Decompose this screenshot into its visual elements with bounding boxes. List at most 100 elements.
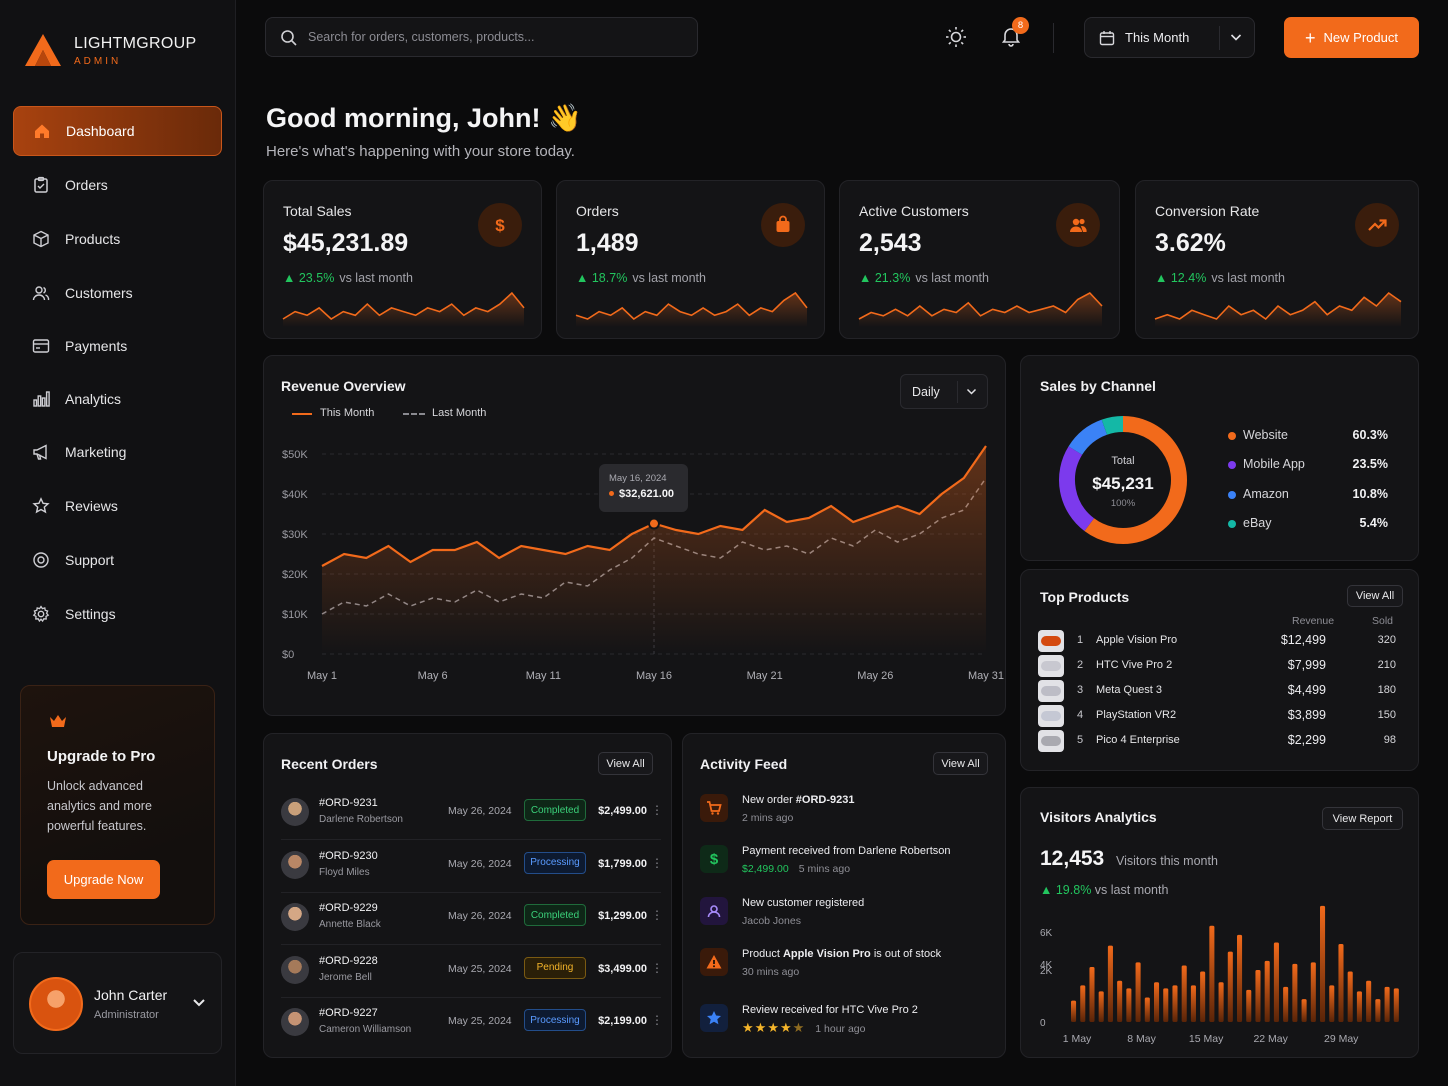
visitor-bar[interactable] — [1320, 905, 1326, 1022]
visitor-bar[interactable] — [1301, 999, 1307, 1022]
sidebar-item-dashboard[interactable]: Dashboard — [13, 106, 222, 156]
visitor-bar[interactable] — [1283, 986, 1289, 1022]
activity-view-all-button[interactable]: View All — [933, 752, 988, 775]
top-products-view-all-button[interactable]: View All — [1347, 585, 1403, 607]
users-icon — [1056, 203, 1100, 247]
visitor-bar[interactable] — [1227, 951, 1233, 1022]
visitor-bar[interactable] — [1218, 982, 1224, 1022]
visitor-bar[interactable] — [1080, 985, 1086, 1022]
visitor-bar[interactable] — [1172, 985, 1178, 1022]
visitor-bar[interactable] — [1200, 971, 1206, 1022]
visitor-bar[interactable] — [1154, 982, 1160, 1022]
sidebar-item-customers[interactable]: Customers — [13, 268, 222, 318]
visitor-bar[interactable] — [1375, 999, 1381, 1022]
sidebar-item-marketing[interactable]: Marketing — [13, 427, 222, 477]
upgrade-title: Upgrade to Pro — [47, 748, 156, 765]
activity-feed-card: Activity Feed View All New order #ORD-92… — [682, 733, 1006, 1058]
sidebar-item-orders[interactable]: Orders — [13, 160, 222, 210]
search-input[interactable]: Search for orders, customers, products..… — [265, 17, 698, 57]
chevron-down-icon[interactable] — [192, 998, 206, 1008]
visitor-bar[interactable] — [1246, 989, 1252, 1022]
sidebar-item-analytics[interactable]: Analytics — [13, 374, 222, 424]
visitor-bar[interactable] — [1181, 965, 1187, 1022]
new-product-button[interactable]: + New Product — [1284, 17, 1419, 58]
visitor-bar[interactable] — [1347, 971, 1353, 1022]
more-vertical-icon[interactable]: ⋮ — [651, 960, 663, 975]
sidebar-item-settings[interactable]: Settings — [13, 589, 222, 639]
visitor-bar[interactable] — [1329, 985, 1335, 1022]
visitor-bar[interactable] — [1273, 942, 1279, 1022]
more-vertical-icon[interactable]: ⋮ — [651, 1013, 663, 1027]
view-report-button[interactable]: View Report — [1322, 807, 1403, 830]
status-badge: Completed — [524, 904, 586, 926]
user-profile[interactable]: John Carter Administrator — [13, 952, 222, 1054]
bar-chart-icon — [32, 390, 50, 408]
notifications-button[interactable]: 8 — [1000, 17, 1029, 49]
visitor-bar[interactable] — [1126, 988, 1132, 1022]
visitor-bar[interactable] — [1163, 988, 1169, 1022]
x-tick-label: May 16 — [636, 670, 672, 682]
visitor-bar[interactable] — [1393, 988, 1399, 1022]
visitor-bar[interactable] — [1089, 966, 1095, 1022]
visitor-bar[interactable] — [1209, 925, 1215, 1022]
visitor-bar[interactable] — [1107, 945, 1113, 1022]
kpi-title: Active Customers — [859, 203, 969, 219]
period-select[interactable]: This Month — [1084, 17, 1255, 58]
visitor-bar[interactable] — [1190, 985, 1196, 1022]
sparkline-area — [859, 293, 1102, 327]
top-product-row[interactable]: 3 Meta Quest 3 $4,499 180 — [1038, 680, 1404, 705]
visitor-bar[interactable] — [1356, 991, 1362, 1022]
sidebar-item-products[interactable]: Products — [13, 214, 222, 264]
visitor-bar[interactable] — [1264, 960, 1270, 1022]
upgrade-card: Upgrade to Pro Unlock advanced analytics… — [20, 685, 215, 925]
order-amount: $2,199.00 — [598, 1015, 647, 1027]
sparkline-area — [1155, 293, 1401, 327]
product-revenue: $12,499 — [1280, 633, 1326, 647]
kpi-value: 1,489 — [576, 229, 639, 257]
visitor-bar[interactable] — [1292, 963, 1298, 1022]
sidebar-item-reviews[interactable]: Reviews — [13, 481, 222, 531]
table-row[interactable]: #ORD-9227 Cameron Williamson May 25, 2024 P… — [281, 998, 663, 1050]
users-icon — [32, 284, 50, 302]
bag-icon — [761, 203, 805, 247]
period-label: This Month — [1125, 30, 1190, 45]
donut-slice-ebay[interactable] — [1101, 416, 1124, 435]
top-product-row[interactable]: 2 HTC Vive Pro 2 $7,999 210 — [1038, 655, 1404, 680]
visitor-bar[interactable] — [1366, 980, 1372, 1022]
table-row[interactable]: #ORD-9228 Jerome Bell May 25, 2024 Pending $… — [281, 946, 663, 998]
visitor-bar[interactable] — [1310, 962, 1316, 1022]
visitor-bar[interactable] — [1144, 997, 1150, 1022]
gear-icon — [32, 605, 50, 623]
more-vertical-icon[interactable]: ⋮ — [651, 908, 663, 922]
table-row[interactable]: #ORD-9229 Annette Black May 26, 2024 Comple… — [281, 893, 663, 945]
highlight-point[interactable] — [648, 517, 660, 530]
table-row[interactable]: #ORD-9230 Floyd Miles May 26, 2024 Processi… — [281, 841, 663, 893]
revenue-range-select[interactable]: Daily — [900, 374, 988, 409]
sidebar-item-support[interactable]: Support — [13, 535, 222, 585]
top-product-row[interactable]: 4 PlayStation VR2 $3,899 150 — [1038, 705, 1404, 730]
upgrade-now-button[interactable]: Upgrade Now — [47, 860, 160, 899]
table-row[interactable]: #ORD-9231 Darlene Robertson May 26, 2024 Co… — [281, 788, 663, 840]
visitor-bar[interactable] — [1384, 986, 1390, 1022]
top-product-row[interactable]: 1 Apple Vision Pro $12,499 320 — [1038, 630, 1404, 655]
donut-slice-website[interactable] — [1084, 416, 1187, 544]
sun-icon[interactable] — [945, 26, 967, 48]
visitor-bar[interactable] — [1071, 1000, 1077, 1022]
more-vertical-icon[interactable]: ⋮ — [651, 803, 663, 817]
visitor-bar[interactable] — [1098, 991, 1104, 1022]
top-product-row[interactable]: 5 Pico 4 Enterprise $2,299 98 — [1038, 730, 1404, 755]
visitor-bar[interactable] — [1255, 970, 1261, 1022]
more-vertical-icon[interactable]: ⋮ — [651, 855, 663, 870]
activity-text: New customer registered — [742, 897, 865, 909]
donut-slice-amazon[interactable] — [1068, 419, 1108, 456]
clipboard-icon — [32, 176, 50, 194]
sidebar-item-payments[interactable]: Payments — [13, 321, 222, 371]
visitor-bar[interactable] — [1135, 962, 1141, 1022]
donut-slice-mobile-app[interactable] — [1059, 446, 1095, 532]
visitor-bar[interactable] — [1338, 944, 1344, 1022]
tooltip-dot — [609, 491, 614, 496]
recent-orders-view-all-button[interactable]: View All — [598, 752, 653, 775]
visitor-bar[interactable] — [1237, 934, 1243, 1022]
order-customer: Cameron Williamson — [319, 1024, 412, 1035]
visitor-bar[interactable] — [1117, 980, 1123, 1022]
